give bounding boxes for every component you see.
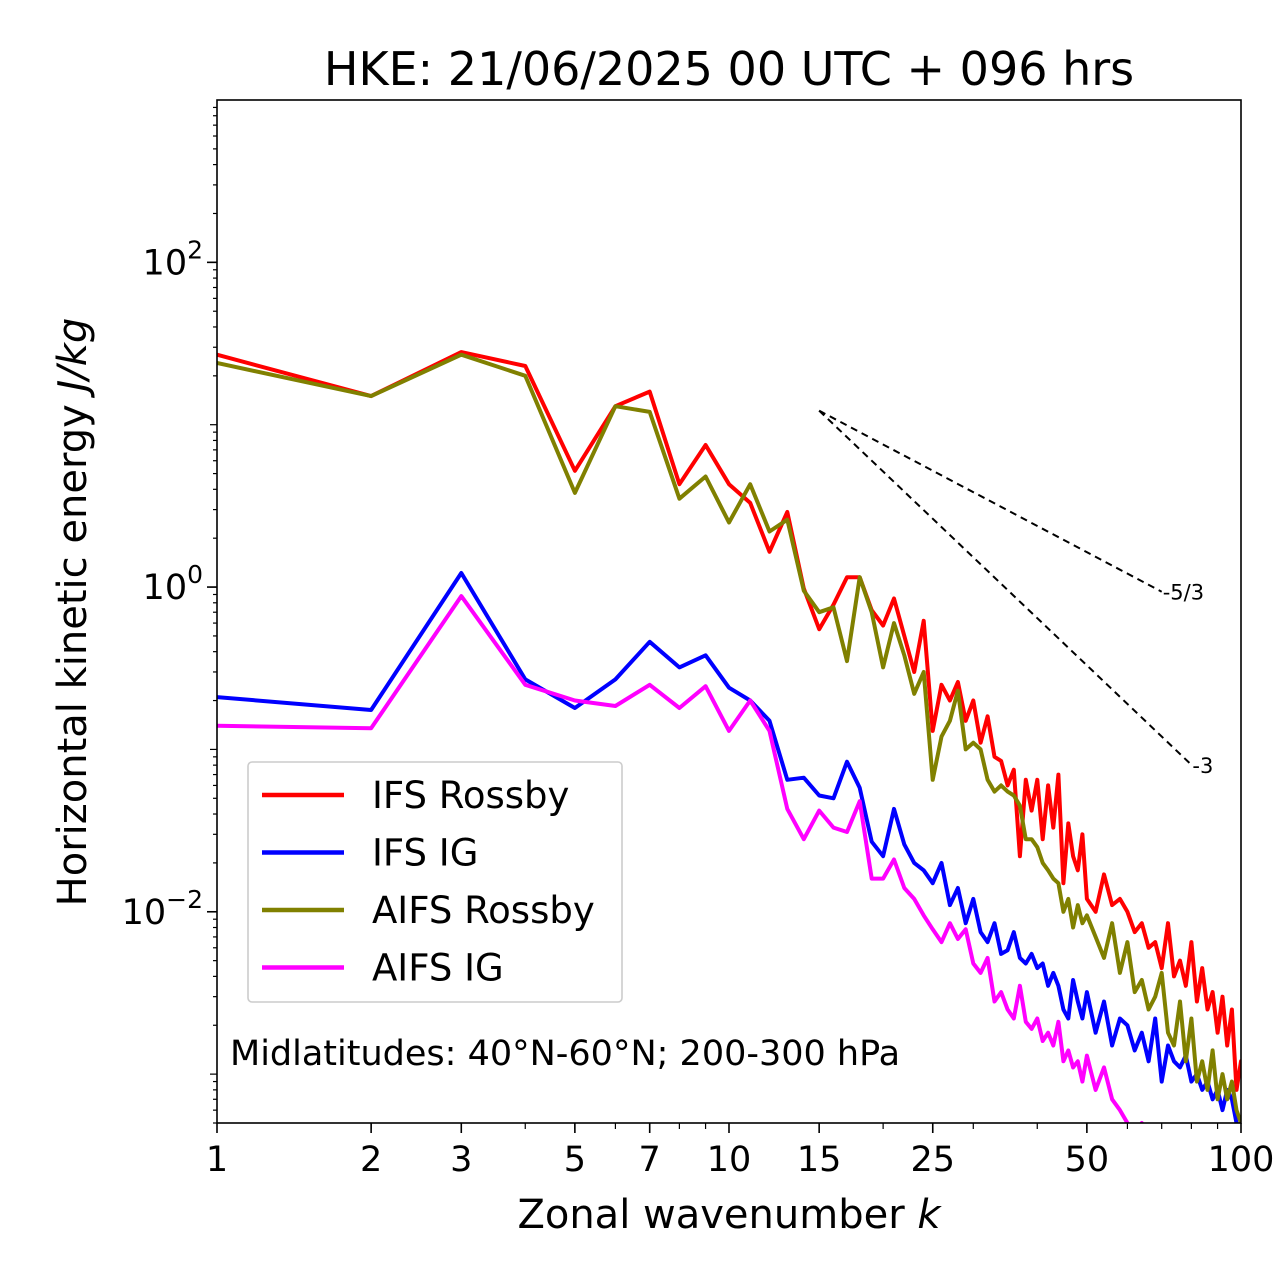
x-axis-ticks: 1 2 3 5 7 10 15 25 50 100 (206, 1123, 1275, 1180)
x-axis-label: Zonal wavenumber k (517, 1192, 942, 1238)
x-axis-label-variable: k (917, 1192, 942, 1238)
series-line-aifs-rossby (217, 352, 1241, 1123)
legend-label-ifs-ig: IFS IG (372, 832, 478, 875)
y-axis-label-text: Horizontal kinetic energy (50, 404, 96, 906)
y-tick-label: 10−2 (122, 885, 203, 933)
legend-label-ifs-rossby: IFS Rossby (372, 774, 569, 817)
legend-label-aifs-ig: AIFS IG (372, 947, 504, 990)
series-layer (217, 350, 1241, 1123)
y-axis-ticks: 10−2 100 102 (122, 106, 217, 1124)
reference-slopes: -5/3 -3 (818, 409, 1213, 778)
chart-title: HKE: 21/06/2025 00 UTC + 096 hrs (324, 42, 1134, 96)
legend-box (247, 761, 623, 1003)
reference-line-label-5-3: -5/3 (1163, 581, 1204, 605)
reference-line-slope-5-3 (818, 409, 1163, 593)
x-tick-label: 1 (206, 1140, 228, 1180)
region-annotation: Midlatitudes: 40°N-60°N; 200-300 hPa (230, 1034, 900, 1074)
x-tick-label: 15 (797, 1140, 842, 1180)
y-tick-label: 102 (143, 235, 203, 283)
reference-line-slope-3 (818, 409, 1193, 766)
x-axis-label-text: Zonal wavenumber (517, 1192, 905, 1238)
reference-line-label-3: -3 (1192, 754, 1213, 778)
legend-entries: IFS Rossby IFS IG AIFS Rossby AIFS IG (262, 774, 595, 990)
x-tick-label: 100 (1208, 1140, 1275, 1180)
x-tick-label: 3 (450, 1140, 472, 1180)
series-line-aifs-ig (217, 594, 1144, 1123)
x-tick-label: 10 (707, 1140, 752, 1180)
x-tick-label: 2 (360, 1140, 382, 1180)
y-axis-label: Horizontal kinetic energy J/kg (50, 318, 96, 907)
y-tick-label: 100 (143, 560, 203, 608)
series-line-ifs-ig (217, 571, 1239, 1123)
x-tick-label: 5 (564, 1140, 586, 1180)
x-tick-label: 50 (1065, 1140, 1110, 1180)
x-tick-label: 7 (639, 1140, 661, 1180)
x-tick-label: 25 (910, 1140, 955, 1180)
legend-label-aifs-rossby: AIFS Rossby (372, 889, 595, 932)
legend: IFS Rossby IFS IG AIFS Rossby AIFS IG (247, 761, 623, 1003)
y-axis-label-unit: J/kg (50, 318, 96, 399)
